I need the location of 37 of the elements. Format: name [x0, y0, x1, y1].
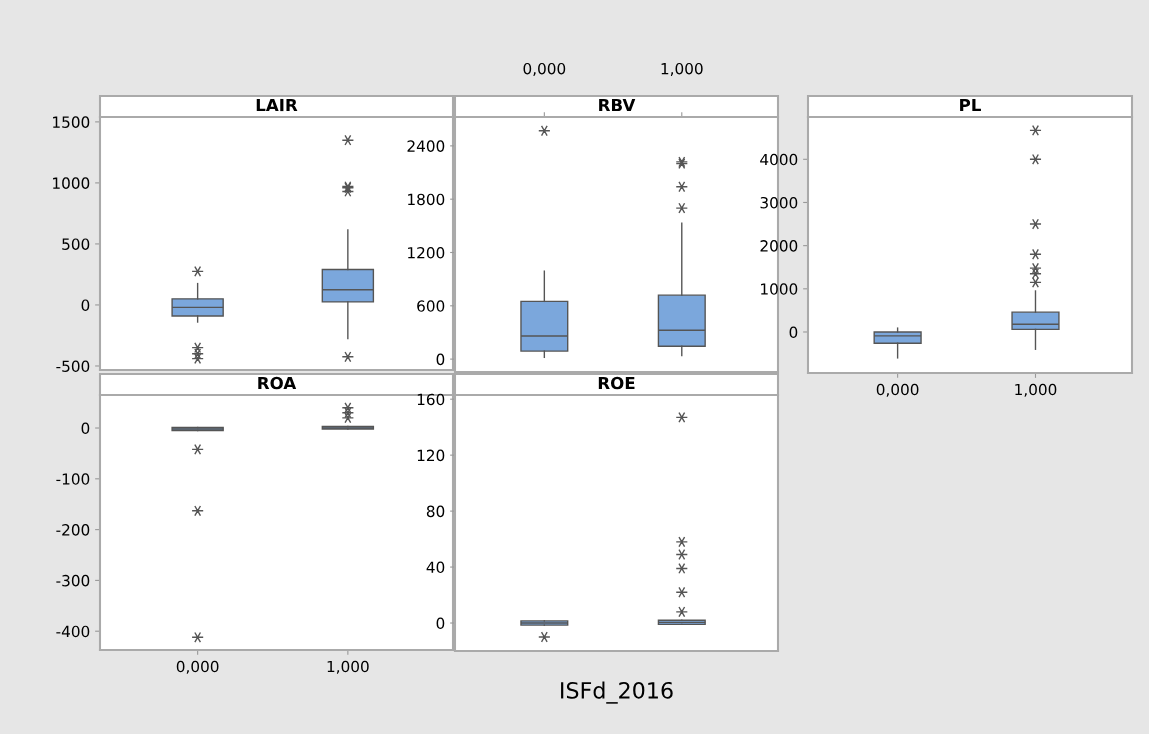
x-tick-label: 0,000 [876, 383, 919, 397]
x-tick-label: 1,000 [327, 660, 369, 674]
chart-title: ROA [258, 376, 297, 390]
chart-title: RBV [599, 98, 636, 112]
y-tick-label: -100 [56, 473, 90, 485]
y-tick-label: -500 [56, 360, 90, 372]
x-tick-label: 0,000 [176, 660, 219, 674]
y-tick-label: 0 [81, 422, 90, 435]
y-tick-label: 80 [426, 505, 445, 518]
y-tick-label: 0 [436, 617, 445, 630]
chart-title: PL [960, 98, 981, 112]
y-tick-label: 2000 [760, 240, 798, 252]
y-tick-label: 0 [81, 299, 90, 311]
chart-title: ROE [598, 376, 635, 390]
y-tick-label: 500 [62, 238, 90, 250]
x-tick-label: 1,000 [661, 62, 703, 77]
y-tick-label: 120 [417, 449, 445, 462]
y-tick-label: 1500 [53, 116, 90, 128]
y-tick-label: 1200 [408, 246, 445, 259]
chart-title: LAIR [256, 98, 298, 112]
y-tick-label: 2400 [407, 140, 445, 152]
y-tick-label: -400 [56, 625, 90, 638]
y-tick-label: 600 [417, 300, 445, 312]
y-tick-label: -200 [56, 524, 90, 536]
x-tick-label: 1,000 [1015, 383, 1057, 397]
y-tick-label: 1000 [761, 283, 798, 295]
y-tick-label: 3000 [760, 196, 798, 209]
y-tick-label: 0 [436, 353, 445, 366]
y-tick-label: 4000 [760, 153, 798, 166]
x-axis-title: ISFd_2016 [561, 681, 673, 704]
y-tick-label: -300 [56, 574, 90, 587]
y-tick-label: 1800 [408, 193, 445, 206]
y-tick-label: 0 [789, 326, 798, 339]
y-tick-label: 160 [417, 393, 445, 406]
y-tick-label: 1000 [53, 177, 90, 189]
x-tick-label: 0,000 [523, 62, 566, 77]
y-tick-label: 40 [426, 561, 445, 574]
